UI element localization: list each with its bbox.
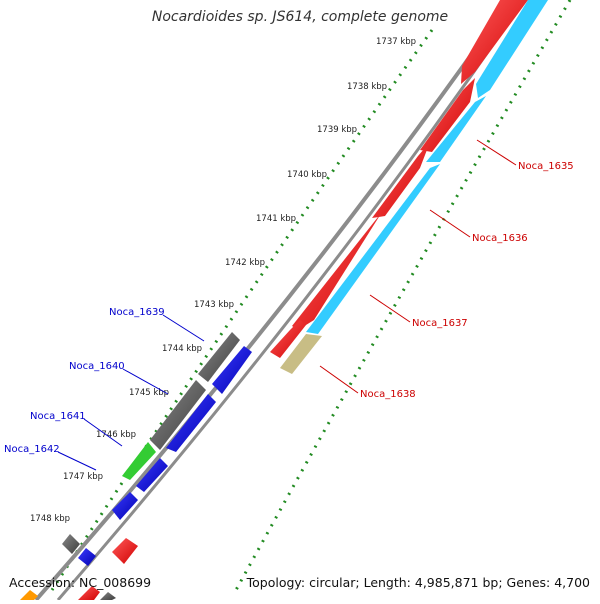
- grey-feature-2: [100, 592, 116, 600]
- tick-label: 1743 kbp: [194, 300, 234, 310]
- tick-label: 1747 kbp: [63, 472, 103, 482]
- gene-label-noca-1639[interactable]: Noca_1639: [109, 307, 165, 318]
- red-feature-3: [78, 586, 100, 600]
- backbone-line-outer: [34, 0, 512, 602]
- minus-strand-features: [20, 332, 252, 600]
- tick-labels: 1737 kbp 1738 kbp 1739 kbp 1740 kbp 1741…: [30, 37, 416, 524]
- leader-line-noca-1636: [429, 209, 471, 238]
- outer-tick-track: [50, 29, 434, 591]
- tick-label: 1739 kbp: [317, 125, 357, 135]
- accession-label: Accession: NC_008699: [9, 575, 152, 590]
- cyan-feature-3: [306, 164, 440, 334]
- topology-summary: Topology: circular; Length: 4,985,871 bp…: [246, 575, 590, 590]
- cyan-feature-1: [476, 0, 548, 98]
- gene-noca-1637-arrow[interactable]: [372, 142, 430, 218]
- leader-line-noca-1640: [122, 368, 169, 395]
- gene-noca-1636-arrow[interactable]: [420, 78, 475, 152]
- leader-line-noca-1637: [369, 294, 411, 323]
- gene-label-noca-1638[interactable]: Noca_1638: [360, 389, 416, 400]
- minus-gene-labels: Noca_1639 Noca_1640 Noca_1641 Noca_1642: [4, 307, 165, 455]
- leader-line-noca-1635: [476, 139, 517, 166]
- gene-noca-1638-arrow[interactable]: [292, 212, 382, 330]
- leader-line-noca-1641: [83, 418, 123, 447]
- tick-label: 1738 kbp: [347, 82, 387, 92]
- grey-feature-1: [62, 534, 80, 554]
- plus-gene-label-lines: [319, 139, 517, 394]
- gene-label-noca-1641[interactable]: Noca_1641: [30, 411, 86, 422]
- gene-label-noca-1635[interactable]: Noca_1635: [518, 161, 574, 172]
- gene-noca-1642-arrow[interactable]: [112, 492, 138, 520]
- tick-label: 1742 kbp: [225, 258, 265, 268]
- plus-strand-features: [78, 0, 548, 600]
- gene-label-noca-1637[interactable]: Noca_1637: [412, 318, 468, 329]
- red-feature-2: [112, 538, 138, 564]
- gene-noca-1641-blue[interactable]: [136, 458, 168, 492]
- leader-line-noca-1639: [162, 314, 205, 342]
- khaki-feature-1: [280, 334, 322, 374]
- map-title: Nocardioides sp. JS614, complete genome: [151, 9, 449, 25]
- tick-label: 1740 kbp: [287, 170, 327, 180]
- gene-label-noca-1642[interactable]: Noca_1642: [4, 444, 60, 455]
- orange-feature-1: [20, 590, 38, 600]
- tick-label: 1746 kbp: [96, 430, 136, 440]
- gene-noca-1641-arrow[interactable]: [122, 442, 156, 480]
- tick-label: 1741 kbp: [256, 214, 296, 224]
- leader-line-noca-1638: [319, 365, 359, 394]
- genome-backbone: [34, 0, 526, 602]
- gene-noca-1639-arrow[interactable]: [198, 332, 240, 382]
- gene-noca-1640-blue[interactable]: [166, 394, 216, 452]
- gene-noca-1635-arrow[interactable]: [461, 0, 528, 84]
- leader-line-noca-1642: [57, 451, 97, 471]
- red-feature-1: [270, 320, 306, 358]
- tick-label: 1745 kbp: [129, 388, 169, 398]
- tick-label: 1744 kbp: [162, 344, 202, 354]
- cyan-feature-2: [426, 96, 486, 162]
- backbone-line-inner: [56, 0, 526, 601]
- gene-noca-1639-blue[interactable]: [212, 346, 252, 394]
- inner-tick-track: [234, 0, 572, 591]
- plus-gene-labels: Noca_1635 Noca_1636 Noca_1637 Noca_1638: [360, 161, 574, 400]
- tick-label: 1748 kbp: [30, 514, 70, 524]
- tick-track-group: [50, 0, 572, 591]
- gene-label-noca-1640[interactable]: Noca_1640: [69, 361, 125, 372]
- blue-feature-1: [78, 548, 96, 566]
- minus-gene-label-lines: [57, 314, 205, 471]
- gene-label-noca-1636[interactable]: Noca_1636: [472, 233, 528, 244]
- tick-label: 1737 kbp: [376, 37, 416, 47]
- gene-noca-1640-arrow[interactable]: [150, 380, 206, 450]
